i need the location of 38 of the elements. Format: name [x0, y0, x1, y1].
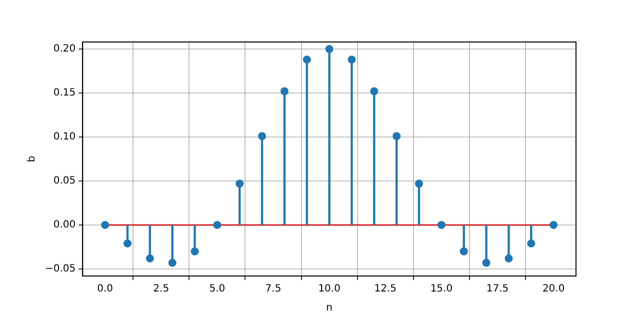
x-tick-label: 20.0: [542, 284, 565, 295]
y-axis-title: b: [26, 156, 38, 162]
point: [146, 254, 154, 262]
x-axis-title: n: [326, 302, 332, 314]
y-tick-label: 0.10: [53, 132, 76, 143]
point: [392, 132, 401, 140]
y-tick-label: 0.20: [53, 44, 76, 55]
x-tick-label: 2.5: [153, 284, 170, 295]
point: [236, 180, 244, 188]
y-tick-label: −0.05: [44, 264, 76, 275]
x-tick-label: 5.0: [209, 284, 226, 295]
point: [190, 247, 199, 256]
point: [437, 220, 446, 229]
point: [101, 220, 110, 229]
point: [213, 220, 222, 229]
x-tick-label: 12.5: [374, 284, 397, 295]
point: [280, 87, 288, 96]
y-tick-label: 0.05: [53, 176, 76, 187]
x-tick-label: 17.5: [486, 284, 509, 295]
point: [325, 45, 334, 54]
point: [504, 254, 513, 262]
x-tick-label: 10.0: [318, 284, 340, 295]
point: [550, 220, 558, 229]
point: [168, 258, 176, 267]
point: [348, 56, 356, 64]
point: [482, 258, 490, 267]
point: [302, 56, 311, 64]
point: [258, 132, 266, 140]
point: [370, 87, 378, 96]
x-tick-label: 15.0: [430, 284, 453, 295]
point: [415, 180, 424, 188]
point: [123, 239, 132, 248]
x-tick-label: 7.5: [265, 284, 282, 295]
point: [460, 247, 468, 256]
x-tick-label: 0.0: [97, 284, 114, 295]
y-tick-label: 0.15: [53, 88, 76, 99]
y-tick-label: 0.00: [53, 220, 76, 231]
point: [527, 239, 536, 248]
